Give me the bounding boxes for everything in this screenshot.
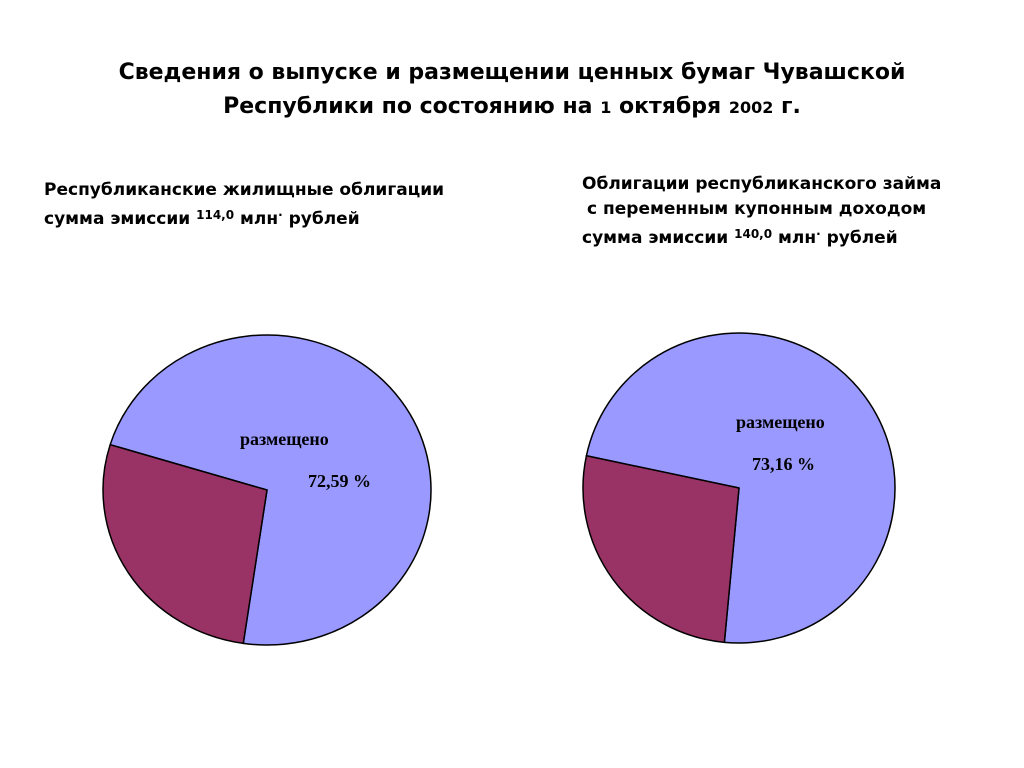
chart-left-title: Республиканские жилищные облигации bbox=[44, 180, 445, 200]
pie-left-value-label: 72,59 % bbox=[308, 471, 371, 491]
title-line-1: Сведения о выпуске и размещении ценных б… bbox=[118, 60, 906, 85]
chart-left-emission: сумма эмиссии 114,0 млн· рублей bbox=[44, 208, 360, 229]
title-suffix: г. bbox=[773, 94, 801, 119]
title-month: октября bbox=[611, 94, 729, 119]
pie-chart-left: размещено 72,59 % bbox=[102, 334, 432, 646]
chart-right-title-2: с переменным купонным доходом bbox=[587, 199, 927, 219]
title-day: 1 bbox=[600, 98, 612, 117]
pie-left-slice-remaining bbox=[102, 443, 268, 645]
title-year: 2002 bbox=[728, 98, 774, 117]
title-line-2: Республики по состоянию на 1 октября 200… bbox=[223, 94, 801, 119]
pie-left-label: размещено bbox=[240, 429, 329, 449]
chart-left-emission-amount: 114,0 bbox=[196, 208, 235, 222]
chart-right-title-1: Облигации республиканского займа bbox=[582, 174, 942, 194]
chart-right-heading: Облигации республиканского займа с перем… bbox=[582, 172, 941, 251]
pie-right-slice-placed bbox=[585, 332, 896, 644]
pie-left-slice-placed bbox=[109, 334, 432, 646]
chart-left-heading: Республиканские жилищные облигации сумма… bbox=[44, 178, 444, 232]
chart-right-emission-amount: 140,0 bbox=[734, 227, 773, 241]
chart-right-emission: сумма эмиссии 140,0 млн· рублей bbox=[582, 227, 898, 248]
pie-chart-right: размещено 73,16 % bbox=[582, 332, 896, 644]
page-title: Сведения о выпуске и размещении ценных б… bbox=[40, 56, 984, 125]
pie-right-label: размещено bbox=[736, 412, 825, 432]
pie-right-slice-remaining bbox=[582, 455, 740, 644]
pie-right-value-label: 73,16 % bbox=[752, 454, 815, 474]
